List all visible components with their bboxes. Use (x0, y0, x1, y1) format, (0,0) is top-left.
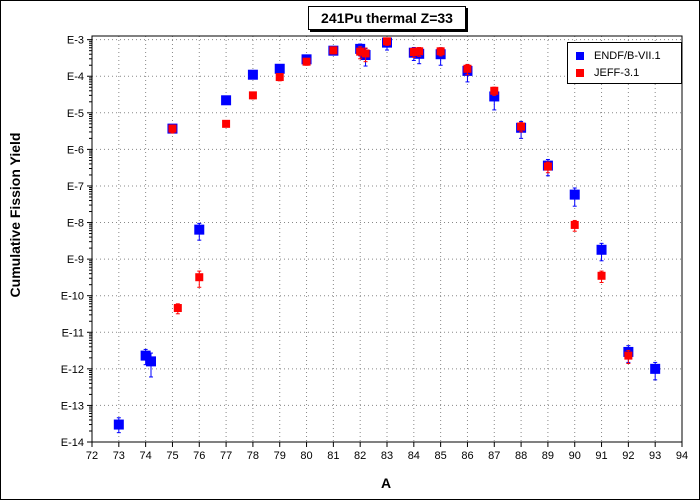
data-point-jeff (356, 47, 365, 56)
data-point-jeff (195, 273, 204, 282)
y-tick-label: E-7 (67, 181, 84, 193)
legend: ENDF/B-VII.1 JEFF-3.1 (567, 42, 682, 84)
x-tick-label: 85 (435, 450, 447, 462)
x-tick-label: 75 (166, 450, 178, 462)
data-point-jeff (436, 47, 445, 56)
y-tick-label: E-10 (61, 291, 84, 303)
data-point-jeff (383, 37, 391, 46)
x-tick-label: 90 (569, 450, 581, 462)
legend-swatch-jeff (576, 69, 584, 77)
y-tick-label: E-11 (62, 327, 84, 339)
x-tick-label: 80 (300, 450, 312, 462)
data-point-jeff (409, 47, 418, 56)
data-point-endf (221, 95, 232, 106)
legend-entry-endf: ENDF/B-VII.1 (576, 50, 661, 62)
x-tick-label: 94 (676, 450, 688, 462)
x-tick-label: 79 (274, 450, 286, 462)
data-point-jeff (275, 73, 284, 82)
data-point-endf (194, 224, 205, 235)
x-tick-label: 87 (488, 450, 500, 462)
data-point-endf (569, 189, 580, 200)
data-point-jeff (222, 119, 231, 128)
plot-border (91, 35, 683, 443)
y-tick-label: E-4 (67, 71, 84, 83)
data-point-jeff (302, 57, 311, 66)
x-axis-label: A (380, 475, 392, 491)
x-tick-label: 73 (113, 450, 125, 462)
data-point-jeff (173, 304, 182, 313)
data-point-endf (489, 91, 500, 102)
data-point-jeff (543, 162, 552, 171)
data-point-jeff (248, 91, 257, 100)
y-tick-label: E-12 (61, 364, 84, 376)
x-tick-label: 88 (515, 450, 527, 462)
y-tick-label: E-6 (67, 144, 84, 156)
data-point-jeff (517, 122, 526, 131)
legend-label-endf: ENDF/B-VII.1 (594, 50, 661, 62)
x-tick-label: 83 (381, 450, 393, 462)
x-tick-label: 84 (408, 450, 420, 462)
plot-area (92, 36, 682, 442)
x-tick-label: 74 (140, 450, 152, 462)
x-tick-label: 81 (327, 450, 339, 462)
data-point-jeff (570, 220, 579, 229)
data-point-jeff (490, 86, 499, 95)
data-point-endf (140, 350, 151, 361)
legend-entry-jeff: JEFF-3.1 (576, 67, 639, 79)
data-point-jeff (463, 64, 472, 73)
y-tick-label: E-8 (67, 218, 84, 230)
x-tick-label: 92 (622, 450, 634, 462)
x-tick-label: 78 (247, 450, 259, 462)
data-point-jeff (415, 47, 424, 56)
legend-swatch-endf (576, 52, 584, 60)
x-tick-label: 77 (220, 450, 232, 462)
y-tick-label: E-13 (61, 400, 84, 412)
y-axis-label: Cumulative Fission Yield (7, 132, 23, 298)
data-point-endf (650, 363, 661, 374)
data-point-endf (146, 356, 156, 367)
x-tick-label: 76 (193, 450, 205, 462)
chart-title: 241Pu thermal Z=33 (308, 6, 466, 30)
legend-label-jeff: JEFF-3.1 (594, 67, 640, 79)
x-tick-label: 82 (354, 450, 366, 462)
data-point-endf (274, 63, 285, 74)
data-point-jeff (329, 46, 338, 55)
data-point-jeff (168, 124, 177, 133)
data-point-jeff (624, 351, 633, 360)
y-tick-label: E-9 (67, 254, 84, 266)
y-tick-label: E-14 (61, 437, 84, 449)
x-tick-label: 93 (649, 450, 661, 462)
x-tick-label: 91 (595, 450, 607, 462)
data-point-endf (596, 244, 607, 255)
x-tick-label: 89 (542, 450, 554, 462)
x-tick-label: 86 (461, 450, 473, 462)
y-tick-label: E-5 (67, 108, 84, 120)
chart-title-text: 241Pu thermal Z=33 (321, 10, 453, 26)
data-point-jeff (597, 271, 606, 280)
data-point-endf (113, 419, 124, 430)
data-point-endf (247, 69, 258, 80)
y-tick-label: E-3 (67, 35, 84, 47)
x-tick-label: 72 (86, 450, 98, 462)
data-point-jeff (361, 49, 370, 58)
